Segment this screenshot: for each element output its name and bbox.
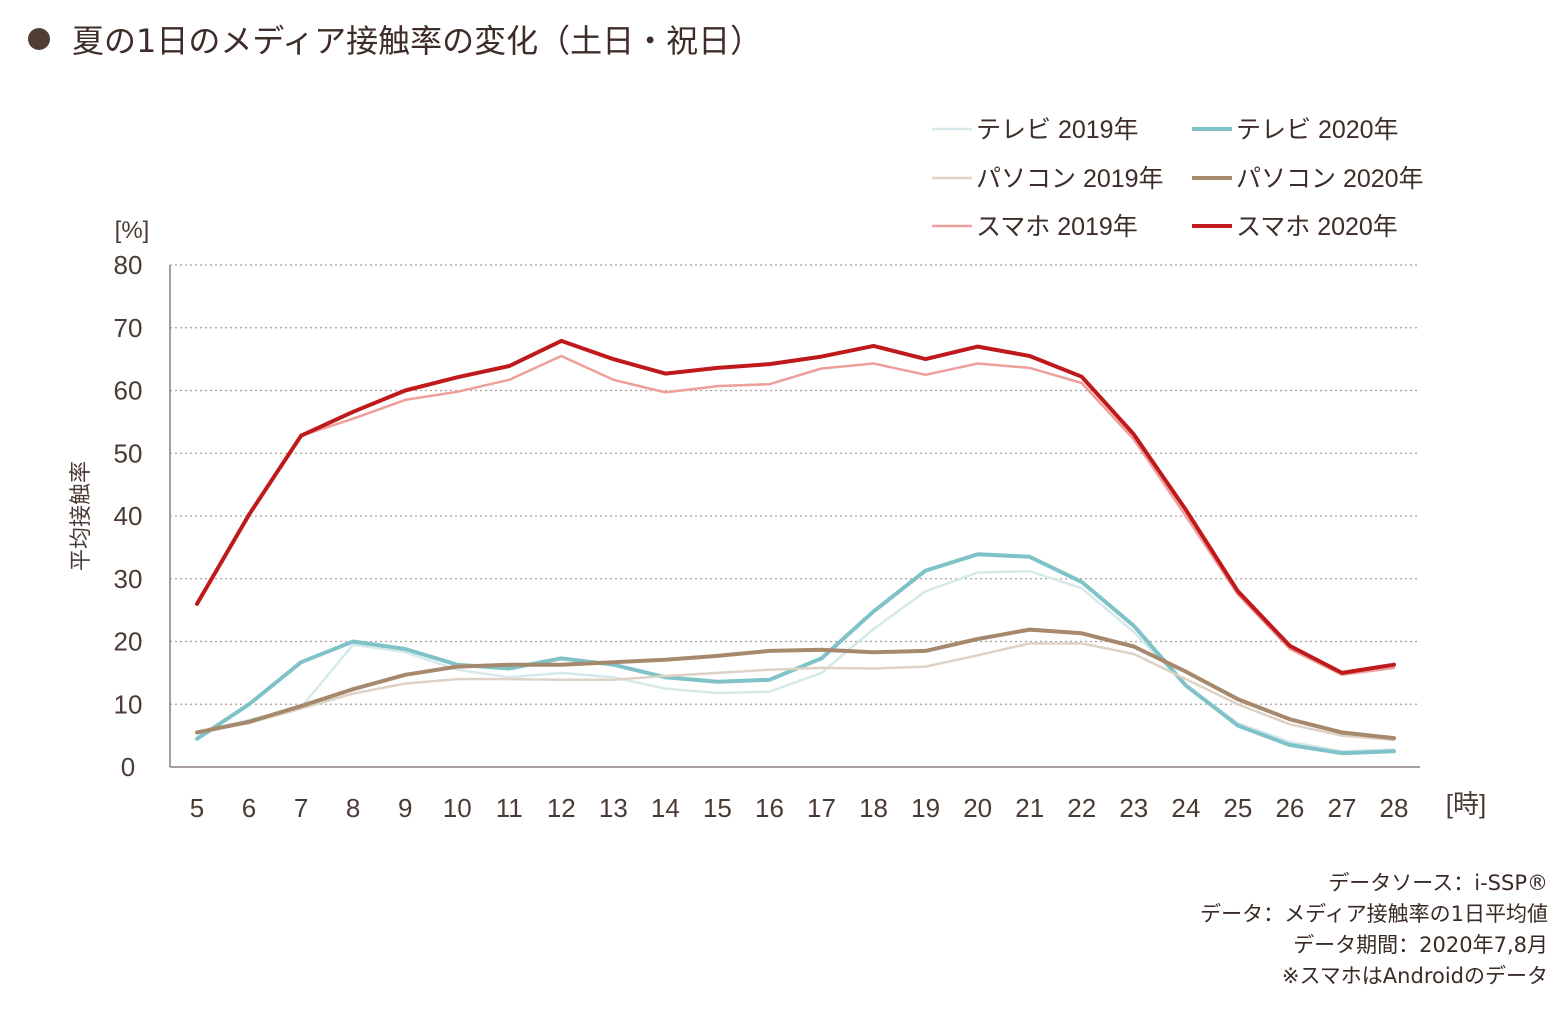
y-tick-label: 0 — [121, 752, 135, 782]
x-tick-label: 13 — [599, 793, 628, 823]
x-tick-label: 6 — [242, 793, 256, 823]
bullet-icon — [28, 28, 50, 50]
chart-title-row: 夏の1日のメディア接触率の変化（土日・祝日） — [28, 14, 762, 64]
y-tick-labels: 0 10 20 30 40 50 60 70 80 — [114, 250, 143, 782]
series-line-0 — [195, 569, 1396, 753]
x-tick-label: 16 — [755, 793, 784, 823]
note-line: データ：メディア接触率の1日平均値 — [1200, 902, 1548, 926]
x-tick-label: 24 — [1171, 793, 1200, 823]
x-tick-label: 28 — [1380, 793, 1409, 823]
legend-item-1: テレビ 2020年 — [1192, 116, 1399, 144]
x-tick-label: 27 — [1327, 793, 1356, 823]
legend-item-4: スマホ 2019年 — [932, 213, 1138, 241]
data-series — [195, 338, 1396, 756]
series-line-3 — [195, 627, 1396, 741]
axes — [169, 265, 1420, 768]
legend-label: パソコン 2019年 — [976, 165, 1164, 193]
y-tick-label: 60 — [114, 376, 143, 406]
y-tick-label: 40 — [114, 501, 143, 531]
legend-item-5: スマホ 2020年 — [1192, 213, 1398, 241]
x-unit-label: [時] — [1446, 789, 1486, 819]
x-tick-label: 7 — [294, 793, 308, 823]
x-tick-label: 9 — [398, 793, 412, 823]
y-tick-label: 20 — [114, 627, 143, 657]
legend-label: テレビ 2020年 — [1236, 116, 1399, 144]
series-line-4 — [195, 354, 1396, 677]
legend-item-0: テレビ 2019年 — [932, 116, 1139, 144]
legend-label: スマホ 2020年 — [1236, 213, 1398, 241]
x-tick-label: 14 — [651, 793, 680, 823]
note-line: ※スマホはAndroidのデータ — [1281, 964, 1548, 988]
note-line: データ期間：2020年7,8月 — [1293, 933, 1548, 957]
y-axis-title: 平均接触率 — [68, 461, 93, 571]
y-tick-label: 50 — [114, 438, 143, 468]
legend-label: パソコン 2020年 — [1236, 165, 1424, 193]
x-tick-label: 17 — [807, 793, 836, 823]
legend-label: スマホ 2019年 — [976, 213, 1138, 241]
grid-lines — [170, 264, 1420, 705]
x-tick-label: 18 — [859, 793, 888, 823]
x-tick-label: 26 — [1275, 793, 1304, 823]
y-tick-label: 30 — [114, 564, 143, 594]
x-tick-label: 12 — [547, 793, 576, 823]
source-notes: データソース：i-SSP® データ：メディア接触率の1日平均値 データ期間：20… — [1200, 868, 1548, 992]
legend-item-2: パソコン 2019年 — [932, 165, 1164, 193]
chart-title: 夏の1日のメディア接触率の変化（土日・祝日） — [72, 22, 763, 60]
x-tick-label: 23 — [1119, 793, 1148, 823]
x-tick-label: 21 — [1015, 793, 1044, 823]
x-tick-label: 8 — [346, 793, 360, 823]
x-tick-label: 19 — [911, 793, 940, 823]
series-line-2 — [195, 642, 1396, 742]
legend-item-3: パソコン 2020年 — [1192, 165, 1424, 193]
y-tick-label: 80 — [114, 250, 143, 280]
x-tick-label: 25 — [1223, 793, 1252, 823]
x-tick-label: 11 — [496, 793, 523, 823]
note-line: データソース：i-SSP® — [1328, 871, 1548, 895]
x-tick-label: 22 — [1067, 793, 1096, 823]
x-tick-label: 15 — [703, 793, 732, 823]
series-line-1 — [195, 552, 1396, 756]
x-tick-label: 20 — [963, 793, 992, 823]
y-unit-label: [%] — [115, 217, 150, 244]
x-tick-labels: 5 6 7 8 9 10 11 12 13 14 15 16 17 18 19 20 21 22 23 24 25 26 2… — [190, 793, 1409, 823]
y-tick-label: 10 — [114, 689, 143, 719]
y-tick-label: 70 — [114, 313, 143, 343]
legend-label: テレビ 2019年 — [976, 116, 1139, 144]
x-tick-label: 10 — [443, 793, 472, 823]
series-line-5 — [195, 338, 1396, 675]
x-tick-label: 5 — [190, 793, 204, 823]
